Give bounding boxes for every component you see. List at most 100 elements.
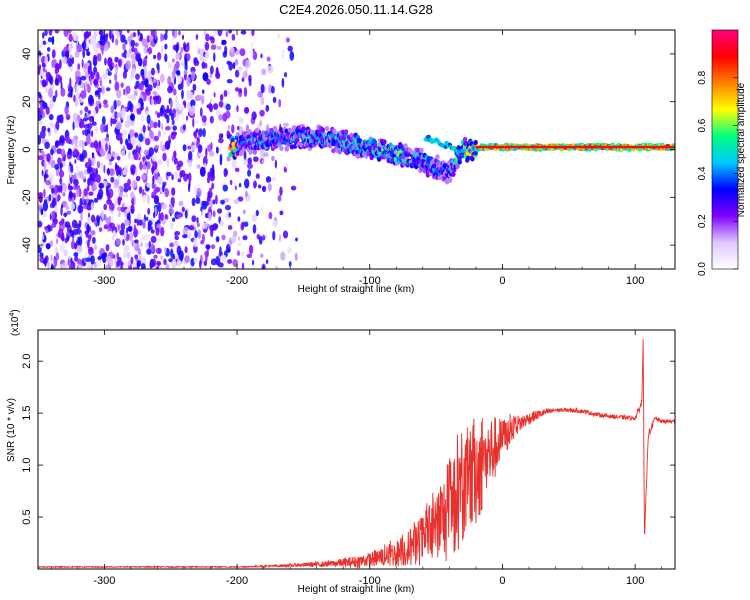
noise-cell — [159, 140, 163, 151]
noise-cell — [45, 243, 51, 250]
noise-cell — [111, 33, 115, 44]
noise-cell — [150, 229, 155, 234]
noise-cell — [289, 51, 295, 61]
noise-cell — [86, 204, 92, 211]
noise-cell — [76, 164, 79, 175]
y-tick-label: 20 — [21, 96, 33, 108]
noise-cell — [260, 53, 263, 59]
signal-cell — [462, 136, 468, 143]
snr-scale-close: ) — [10, 309, 21, 312]
noise-cell — [103, 203, 107, 211]
noise-cell — [118, 132, 123, 139]
noise-cell — [201, 200, 208, 210]
noise-cell — [154, 144, 160, 149]
noise-cell — [86, 76, 90, 85]
noise-cell — [113, 99, 117, 110]
noise-cell — [66, 30, 72, 34]
noise-cell — [114, 56, 119, 63]
signal-cell — [331, 148, 336, 154]
noise-cell — [234, 185, 237, 191]
noise-cell — [193, 237, 199, 248]
noise-cell — [180, 81, 184, 90]
noise-cell — [90, 36, 94, 46]
noise-cell — [186, 53, 191, 62]
noise-cell — [198, 144, 203, 154]
noise-cell — [100, 162, 104, 169]
noise-cell — [79, 197, 83, 207]
noise-cell — [168, 203, 173, 211]
noise-cell — [38, 55, 41, 63]
noise-cell — [67, 57, 73, 67]
noise-cell — [130, 204, 135, 214]
noise-cell — [257, 184, 262, 189]
noise-cell — [109, 222, 115, 229]
noise-cell — [135, 167, 138, 176]
y-tick-label: 0 — [21, 146, 33, 152]
y-tick-label: 2.0 — [21, 354, 33, 369]
noise-cell — [172, 88, 177, 96]
noise-cell — [38, 134, 42, 145]
noise-cell — [206, 176, 211, 184]
noise-cell — [64, 221, 71, 228]
noise-cell — [257, 91, 263, 98]
noise-cell — [111, 215, 114, 222]
noise-cell — [110, 118, 117, 125]
noise-cell — [38, 120, 43, 125]
signal-cell — [463, 141, 469, 147]
noise-cell — [127, 225, 133, 232]
noise-cell — [66, 235, 70, 241]
noise-cell — [91, 130, 94, 138]
y-tick-label: 1.0 — [21, 457, 33, 472]
noise-cell — [79, 153, 84, 162]
noise-cell — [188, 150, 193, 161]
noise-cell — [105, 143, 108, 152]
noise-cell — [159, 106, 164, 117]
noise-cell — [83, 63, 88, 69]
noise-cell — [45, 106, 50, 115]
noise-cell — [139, 127, 143, 133]
signal-cell — [435, 154, 440, 160]
noise-cell — [49, 104, 53, 109]
noise-cell — [192, 83, 197, 91]
noise-cell — [145, 110, 149, 116]
noise-cell — [74, 242, 77, 250]
noise-cell — [149, 258, 155, 268]
noise-cell — [131, 136, 137, 147]
noise-cell — [161, 123, 164, 131]
noise-cell — [40, 79, 43, 84]
noise-cell — [164, 247, 167, 255]
noise-cell — [216, 146, 219, 154]
noise-cell — [98, 140, 102, 149]
noise-cell — [153, 135, 159, 142]
noise-cell — [240, 30, 247, 35]
noise-cell — [261, 204, 264, 214]
noise-cell — [129, 129, 135, 139]
noise-cell — [238, 88, 242, 94]
noise-cell — [234, 58, 239, 66]
noise-cell — [195, 196, 201, 204]
noise-cell — [51, 35, 55, 45]
noise-cell — [215, 67, 219, 77]
signal-cell — [672, 143, 675, 147]
noise-cell — [105, 244, 110, 252]
noise-cell — [217, 262, 224, 268]
noise-cell — [142, 221, 146, 229]
noise-cell — [241, 251, 245, 257]
noise-cell — [47, 47, 51, 52]
noise-cell — [265, 259, 269, 264]
noise-cell — [55, 89, 58, 98]
noise-cell — [187, 161, 193, 168]
noise-cell — [109, 79, 112, 84]
noise-cell — [103, 164, 106, 174]
noise-cell — [87, 166, 91, 174]
noise-cell — [266, 56, 271, 62]
noise-cell — [190, 91, 194, 99]
noise-cell — [99, 80, 103, 87]
noise-cell — [182, 144, 187, 152]
noise-cell — [171, 187, 176, 196]
noise-cell — [156, 176, 163, 185]
noise-cell — [99, 34, 106, 43]
noise-cell — [258, 235, 263, 245]
noise-cell — [201, 89, 205, 94]
x-tick-label: -100 — [359, 275, 381, 287]
